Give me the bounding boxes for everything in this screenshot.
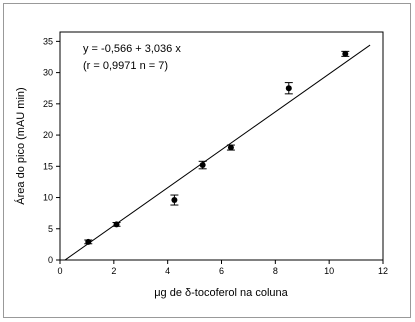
x-axis-label: μg de δ-tocoferol na coluna [154,287,288,299]
point [113,221,120,228]
y-tick-label: 5 [48,224,53,234]
chart-border [3,3,411,318]
point [171,197,178,204]
x-tick-label: 8 [273,266,278,276]
x-tick-label: 12 [378,266,388,276]
x-tick-label: 2 [111,266,116,276]
y-tick-label: 10 [43,193,53,203]
point [85,238,92,245]
x-tick-label: 10 [324,266,334,276]
annotation: y = -0,566 + 3,036 x [83,43,181,55]
x-tick-label: 6 [219,266,224,276]
y-tick-label: 15 [43,161,53,171]
fit-line [64,44,371,261]
y-tick-label: 35 [43,36,53,46]
point [342,50,349,57]
y-tick-label: 0 [48,255,53,265]
y-axis-label: Área do pico (mAU min) [14,87,27,204]
point [285,85,292,92]
annotation: (r = 0,9971 n = 7) [83,60,168,72]
x-tick-label: 0 [57,266,62,276]
y-tick-label: 20 [43,130,53,140]
point [227,144,234,151]
x-tick-label: 4 [165,266,170,276]
point [199,162,206,169]
y-tick-label: 30 [43,68,53,78]
y-tick-label: 25 [43,99,53,109]
